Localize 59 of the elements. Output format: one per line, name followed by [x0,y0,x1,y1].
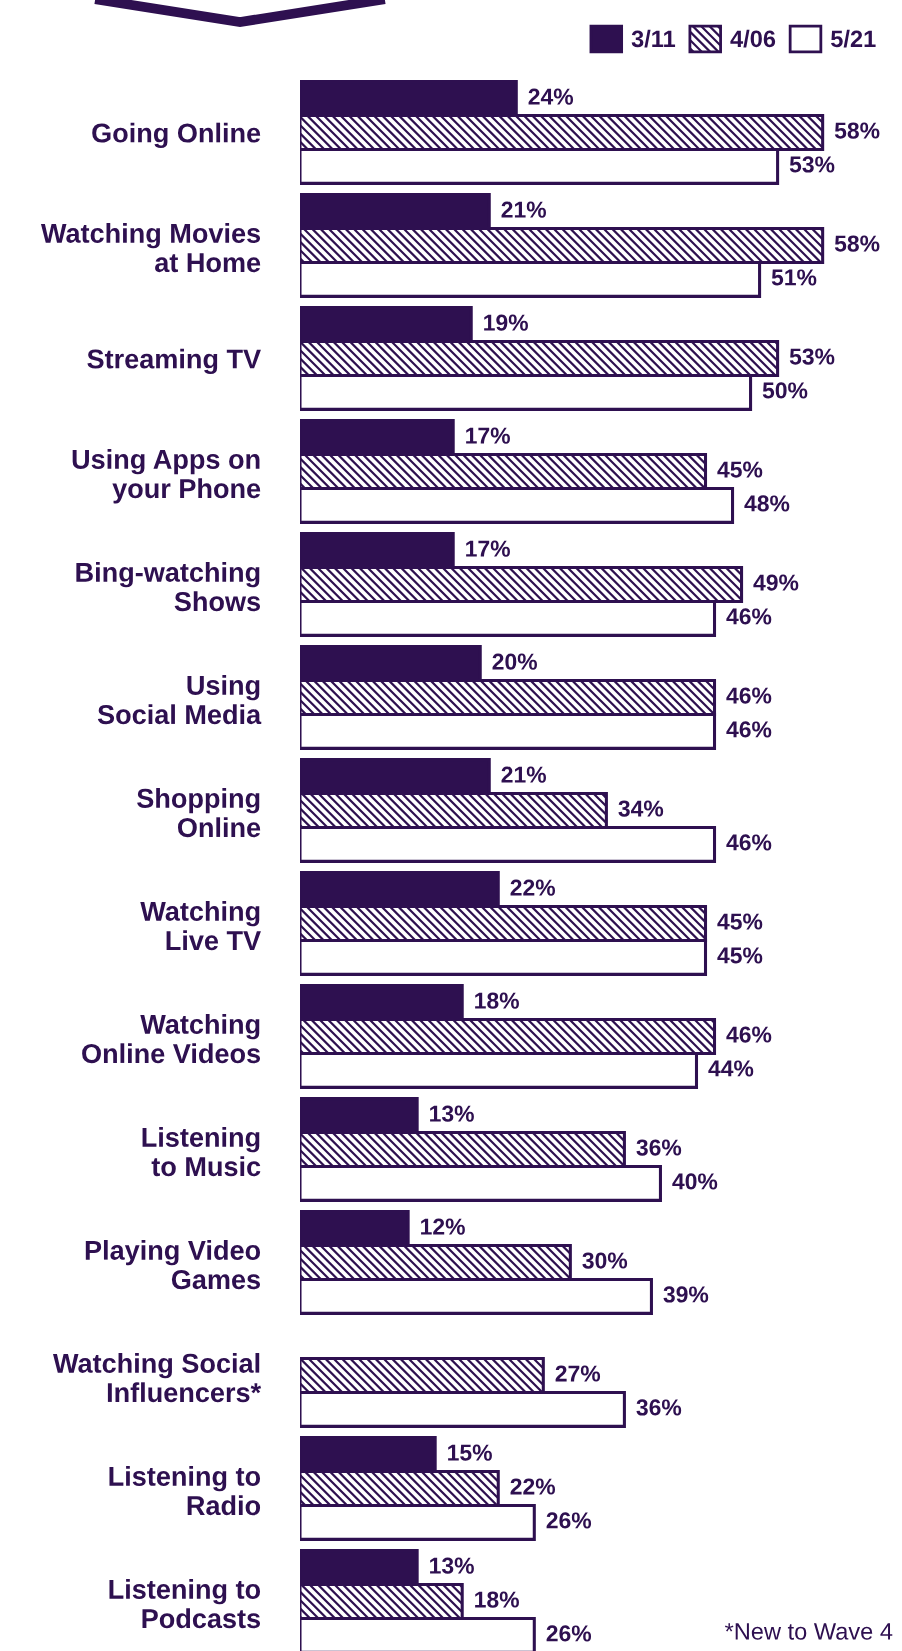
data-label: 24% [528,88,574,105]
y-tick-label: Watching Social Influencers* [53,1353,262,1403]
legend-label: 3/11 [631,29,676,48]
y-tick-label: Streaming TV [87,348,261,375]
y-tick-label: Listening to Podcasts [109,1579,261,1629]
data-label: 15% [448,1444,492,1461]
data-label: 17% [466,427,510,444]
data-label: 46% [726,687,772,704]
data-label: 36% [636,1139,682,1156]
data-label: 18% [475,992,519,1009]
data-label: 49% [753,574,799,591]
y-tick-label: Listening to Music [142,1127,261,1177]
legend-label: 4/06 [730,29,776,48]
data-label: 13% [430,1557,474,1574]
data-label: 21% [501,766,546,783]
data-label: 19% [484,314,528,331]
data-label: 13% [430,1105,474,1122]
y-tick-label: Playing Video Games [85,1240,261,1290]
data-label: 39% [663,1286,709,1303]
y-tick-label: Using Apps on your Phone [72,449,261,504]
data-label: 27% [555,1365,601,1382]
y-tick-label: Going Online [92,122,261,149]
legend-label: 5/21 [831,29,876,48]
data-label: 58% [834,235,880,252]
data-label: 51% [771,269,817,286]
data-label: 26% [546,1512,592,1529]
data-label: 17% [466,540,510,557]
y-tick-label: Using Social Media [97,675,262,725]
data-label: 20% [492,653,537,670]
y-tick-label: Watching Movies at Home [40,223,261,273]
data-label: 22% [510,879,556,896]
data-label: 50% [762,382,808,399]
data-label: 53% [789,348,835,365]
data-label: 46% [726,1026,772,1043]
annotation: *New to Wave 4 [724,1623,893,1640]
data-label: 58% [834,122,880,139]
data-label: 46% [726,608,772,625]
data-label: 45% [717,913,763,930]
y-tick-label: Watching Online Videos [82,1014,261,1064]
data-label: 45% [717,947,763,964]
y-tick-label: Shopping Online [137,788,261,838]
data-label: 46% [726,721,772,738]
data-label: 48% [744,495,790,512]
data-label: 26% [546,1625,592,1642]
data-label: 30% [582,1252,628,1269]
y-tick-label: Listening to Radio [109,1466,261,1516]
data-label: 46% [726,834,772,851]
data-label: 21% [501,201,546,218]
data-label: 36% [636,1399,682,1416]
data-label: 45% [717,461,763,478]
data-label: 12% [421,1218,465,1235]
y-tick-label: Bing-watching Shows [76,562,261,612]
data-label: 22% [510,1478,556,1495]
data-label: 44% [708,1060,754,1077]
data-label: 53% [789,156,835,173]
data-label: 18% [475,1591,519,1608]
data-label: 40% [672,1173,718,1190]
data-label: 34% [618,800,664,817]
y-tick-label: Watching Live TV [140,901,261,951]
